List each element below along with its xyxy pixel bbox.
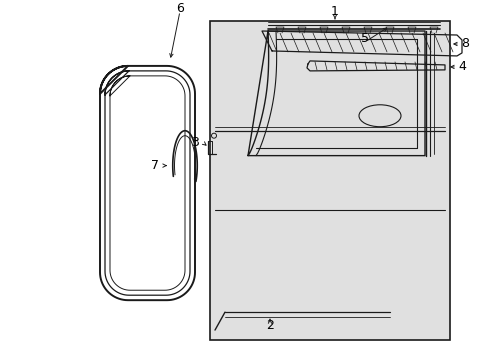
Text: 8: 8 [460, 37, 468, 50]
Text: 3: 3 [191, 136, 199, 149]
Text: 5: 5 [360, 32, 368, 45]
Text: 2: 2 [265, 319, 273, 332]
Polygon shape [209, 21, 449, 340]
Text: 4: 4 [457, 60, 465, 73]
Text: 6: 6 [176, 1, 183, 15]
Text: 1: 1 [330, 5, 338, 18]
Ellipse shape [358, 105, 400, 127]
Text: 7: 7 [151, 159, 159, 172]
